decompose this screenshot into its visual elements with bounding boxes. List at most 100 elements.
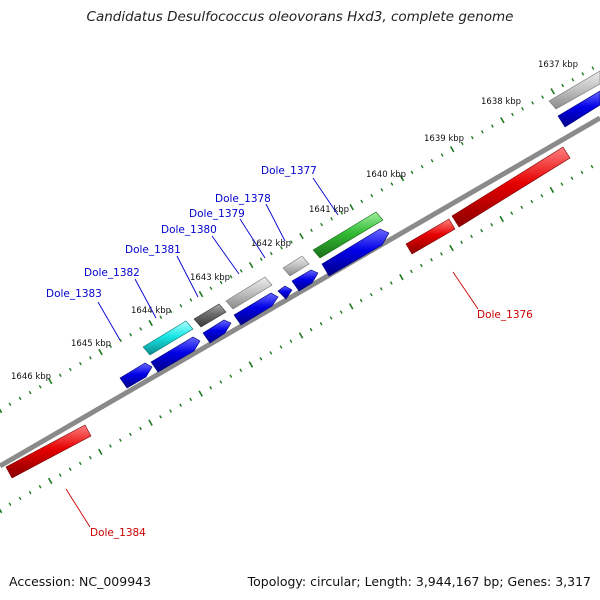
gene-blue-f [150,336,201,373]
outer-tick-22 [219,280,223,285]
gene-label-dole-1381[interactable]: Dole_1381 [125,244,181,256]
scale-label-1639: 1639 kbp [424,134,464,144]
outer-tick-31 [310,228,313,233]
outer-tick-10 [98,348,103,356]
outer-tick-36 [360,199,364,204]
outer-tick-9 [88,356,92,360]
gene-label-dole-1376[interactable]: Dole_1376 [477,309,533,321]
outer-tick-46 [460,141,464,146]
scale-label-1643: 1643 kbp [190,273,230,283]
inner-tick-5 [47,477,53,485]
outer-tick-38 [380,188,384,192]
outer-tick-13 [129,332,133,337]
outer-tick-53 [531,101,535,105]
inner-tick-track [0,164,594,514]
inner-tick-55 [549,186,555,194]
gene-features [5,70,600,479]
gene-dole-1376[interactable] [451,146,571,228]
gene-label-dole-1378[interactable]: Dole_1378 [215,193,271,205]
outer-tick-21 [209,286,213,291]
leader-dole-1380 [211,235,240,275]
inner-tick-4 [38,484,42,489]
outer-tick-57 [571,77,575,82]
leader-dole-1384 [65,488,91,528]
gene-blue-d [233,292,279,326]
outer-tick-32 [320,222,324,227]
leader-dole-1377 [312,177,339,216]
outer-tick-28 [279,246,283,250]
inner-tick-19 [189,397,193,402]
inner-tick-40 [399,274,404,281]
leader-dole-1379 [239,218,266,259]
gene-dole-1384[interactable] [5,424,92,479]
inner-tick-38 [379,287,383,291]
inner-tick-11 [108,444,112,448]
outer-tick-51 [511,112,514,117]
outer-tick-30 [299,232,304,240]
outer-tick-23 [229,274,233,279]
inner-tick-28 [279,345,283,349]
gene-dole-1383[interactable] [142,320,194,356]
inner-tick-16 [159,415,162,419]
gene-dole-1381[interactable] [193,303,227,328]
gene-label-dole-1377[interactable]: Dole_1377 [261,165,317,177]
outer-tick-40 [399,175,405,182]
gene-label-dole-1384[interactable]: Dole_1384 [90,527,146,539]
outer-tick-49 [490,124,494,128]
outer-tick-50 [500,117,505,124]
outer-tick-20 [198,290,204,298]
gene-label-dole-1379[interactable]: Dole_1379 [189,208,245,220]
outer-tick-42 [420,164,424,169]
genome-backbone [0,115,600,469]
leader-dole-1378 [265,203,286,242]
topology-text: Topology: circular; Length: 3,944,167 bp… [247,574,591,589]
inner-tick-3 [28,490,32,495]
outer-tick-33 [330,217,334,221]
inner-tick-21 [209,386,213,390]
label-leaders [65,177,479,528]
inner-tick-59 [590,164,594,169]
outer-tick-58 [581,72,585,76]
outer-tick-27 [269,251,273,256]
gene-blue-b [291,269,319,292]
inner-tick-9 [88,455,92,460]
outer-tick-15 [148,319,153,327]
inner-tick-42 [419,263,423,268]
outer-tick-0 [0,408,3,414]
scale-label-1640: 1640 kbp [366,170,406,180]
inner-tick-56 [560,182,564,186]
inner-tick-54 [540,193,544,198]
inner-tick-26 [259,356,263,361]
outer-tick-35 [349,204,354,211]
outer-tick-34 [340,211,344,215]
inner-tick-49 [490,223,494,227]
inner-tick-29 [289,339,293,343]
inner-tick-36 [359,298,363,303]
outer-tick-2 [18,396,22,401]
map-title: Candidatus Desulfococcus oleovorans Hxd3… [86,9,514,25]
inner-tick-25 [248,361,254,368]
gene-red-small [405,218,456,255]
outer-tick-6 [58,373,62,377]
outer-tick-11 [109,344,112,348]
gene-dole-1380[interactable] [225,276,273,310]
outer-tick-17 [169,309,173,314]
scale-label-1646: 1646 kbp [11,372,51,382]
inner-tick-12 [118,438,122,442]
gene-dole-1377[interactable] [312,211,384,259]
gene-label-dole-1380[interactable]: Dole_1380 [161,224,217,236]
scale-label-1645: 1645 kbp [71,339,111,349]
scale-label-1642: 1642 kbp [251,239,291,249]
inner-tick-33 [329,316,333,320]
inner-tick-18 [179,403,183,407]
gene-dole-1378[interactable] [282,255,310,277]
accession-text: Accession: NC_009943 [9,574,152,589]
inner-tick-1 [8,502,12,506]
gene-label-dole-1382[interactable]: Dole_1382 [84,267,140,279]
inner-tick-52 [520,205,524,210]
inner-tick-20 [198,390,203,397]
outer-tick-7 [68,367,72,372]
gene-label-dole-1383[interactable]: Dole_1383 [46,288,102,300]
outer-tick-41 [410,170,414,175]
